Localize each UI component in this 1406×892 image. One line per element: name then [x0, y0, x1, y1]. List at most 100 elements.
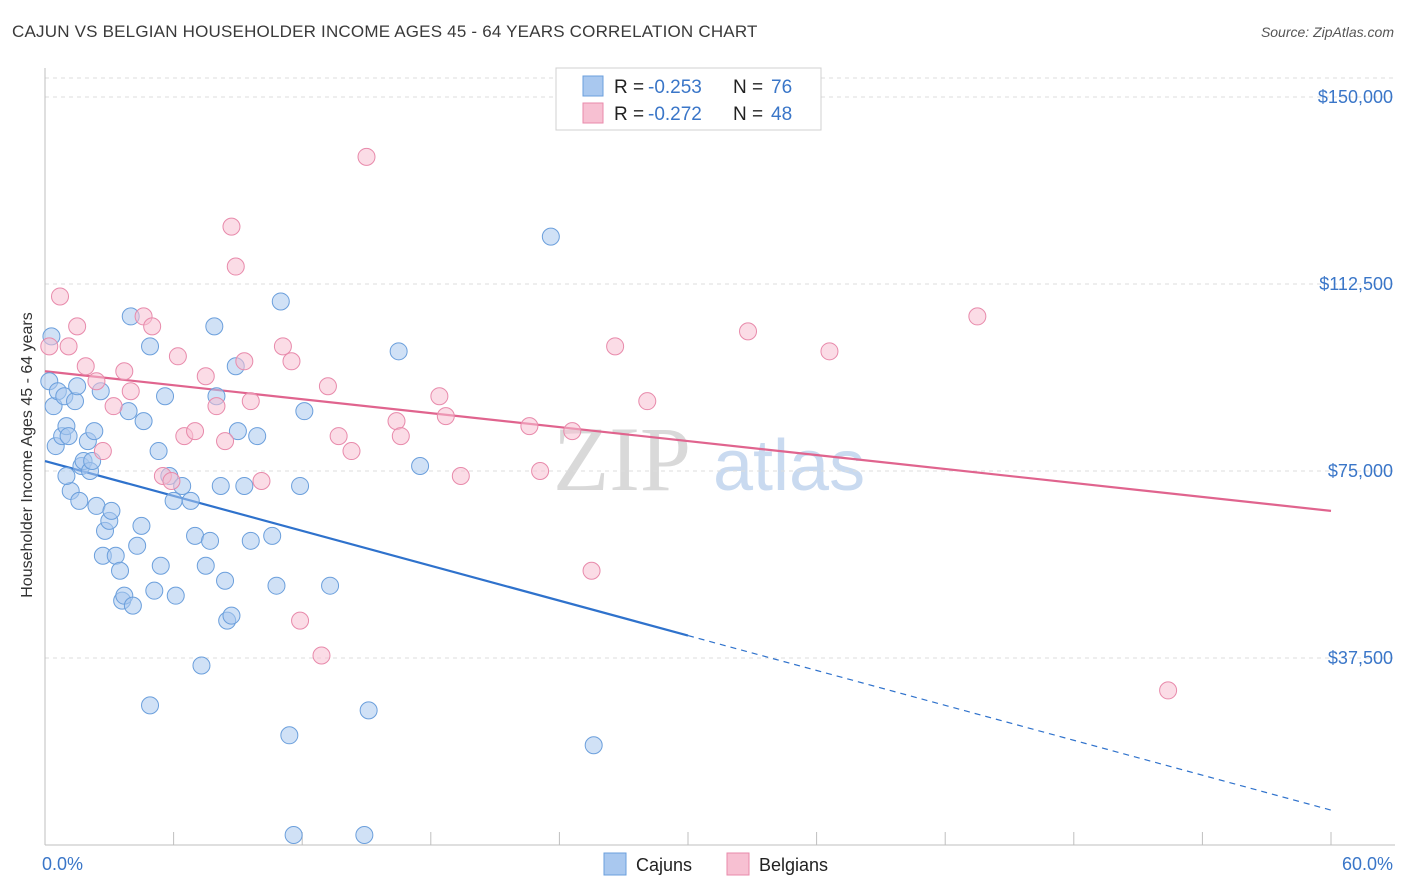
cajun-point [248, 427, 267, 446]
y-tick-label: $37,500 [1328, 648, 1393, 668]
legend-cajun-n-label: N = [733, 77, 763, 98]
belgian-point [820, 342, 839, 361]
cajun-point [166, 586, 185, 605]
legend-cajun-r-label: R = [614, 77, 644, 98]
bottom-legend-cajun-label: Cajuns [636, 855, 692, 875]
belgian-point [235, 352, 254, 371]
watermark: ZIP atlas [553, 408, 865, 510]
belgian-point [638, 392, 657, 411]
cajun-point [149, 442, 168, 461]
belgian-point [207, 397, 226, 416]
belgian-point [291, 611, 310, 630]
legend-cajun-n-value: 76 [771, 77, 792, 98]
belgian-point [51, 287, 70, 306]
legend-cajun-swatch [582, 75, 604, 97]
cajun-point [186, 526, 205, 545]
cajun-point [70, 491, 89, 510]
bottom-legend-belgian-swatch [726, 852, 750, 876]
legend-cajun-r-value: -0.253 [648, 77, 702, 98]
belgian-point [357, 147, 376, 166]
watermark-atlas: atlas [713, 426, 865, 506]
cajun-point [267, 576, 286, 595]
belgian-point [40, 337, 59, 356]
belgian-point [196, 367, 215, 386]
belgian-point [430, 387, 449, 406]
belgian-point [68, 317, 87, 336]
legend-belgian-r-value: -0.272 [648, 104, 702, 125]
belgian-point [252, 471, 271, 490]
cajun-point [584, 736, 603, 755]
cajun-point [389, 342, 408, 361]
source-credit: Source: ZipAtlas.com [1260, 24, 1394, 40]
belgian-point [329, 427, 348, 446]
belgian-point [93, 442, 112, 461]
belgian-trend-line [44, 370, 1332, 512]
cajun-point [355, 826, 374, 845]
belgian-point [162, 471, 181, 490]
cajun-point [66, 392, 85, 411]
cajun-point [145, 581, 164, 600]
belgian-point [168, 347, 187, 366]
belgian-point [59, 337, 78, 356]
belgian-point [226, 257, 245, 276]
belgian-point [968, 307, 987, 326]
cajun-point [284, 826, 303, 845]
cajun-point [134, 412, 153, 431]
cajun-point [541, 227, 560, 246]
belgian-point [1159, 681, 1178, 700]
cajun-point [205, 317, 224, 336]
cajun-point [106, 546, 125, 565]
belgian-point [143, 317, 162, 336]
cajun-point [141, 337, 160, 356]
cajun-point [119, 402, 138, 421]
cajun-point [235, 476, 254, 495]
cajun-point [241, 531, 260, 550]
cajun-point [321, 576, 340, 595]
cajun-point [211, 476, 230, 495]
belgian-point [606, 337, 625, 356]
belgian-point [115, 362, 134, 381]
belgian-point [186, 422, 205, 441]
belgian-point [451, 466, 470, 485]
cajun-point [123, 596, 142, 615]
belgian-point [318, 377, 337, 396]
cajun-point [111, 561, 130, 580]
cajun-point [141, 696, 160, 715]
cajun-point [87, 496, 106, 515]
x-tick-label-max: 60.0% [1342, 854, 1393, 874]
cajun-point [263, 526, 282, 545]
cajun-point [291, 476, 310, 495]
cajun-point [196, 556, 215, 575]
cajun-point [359, 701, 378, 720]
chart-title: CAJUN VS BELGIAN HOUSEHOLDER INCOME AGES… [12, 22, 758, 41]
cajun-point [216, 571, 235, 590]
legend-belgian-n-value: 48 [771, 104, 792, 125]
cajun-point [128, 536, 147, 555]
cajun-point [102, 501, 121, 520]
cajun-point [85, 422, 104, 441]
bottom-legend-belgian-label: Belgians [759, 855, 828, 875]
x-tick-label-min: 0.0% [42, 854, 83, 874]
belgian-point [87, 372, 106, 391]
cajun-point [295, 402, 314, 421]
legend-belgian-swatch [582, 102, 604, 124]
belgian-point [104, 397, 123, 416]
cajun-point [151, 556, 170, 575]
cajun-point [228, 422, 247, 441]
belgian-point [273, 337, 292, 356]
cajun-point [411, 457, 430, 476]
cajun-point [192, 656, 211, 675]
series-legend: Cajuns Belgians [603, 852, 828, 876]
legend-belgian-r-label: R = [614, 104, 644, 125]
belgian-point [531, 462, 550, 480]
belgian-point [563, 422, 582, 441]
cajun-point [156, 387, 175, 406]
cajun-point [132, 516, 151, 535]
belgian-point [76, 357, 95, 376]
y-tick-label: $75,000 [1328, 461, 1393, 481]
belgian-point [582, 561, 601, 580]
cajun-point [201, 531, 220, 550]
cajun-point [280, 726, 299, 745]
belgian-point [241, 392, 260, 411]
